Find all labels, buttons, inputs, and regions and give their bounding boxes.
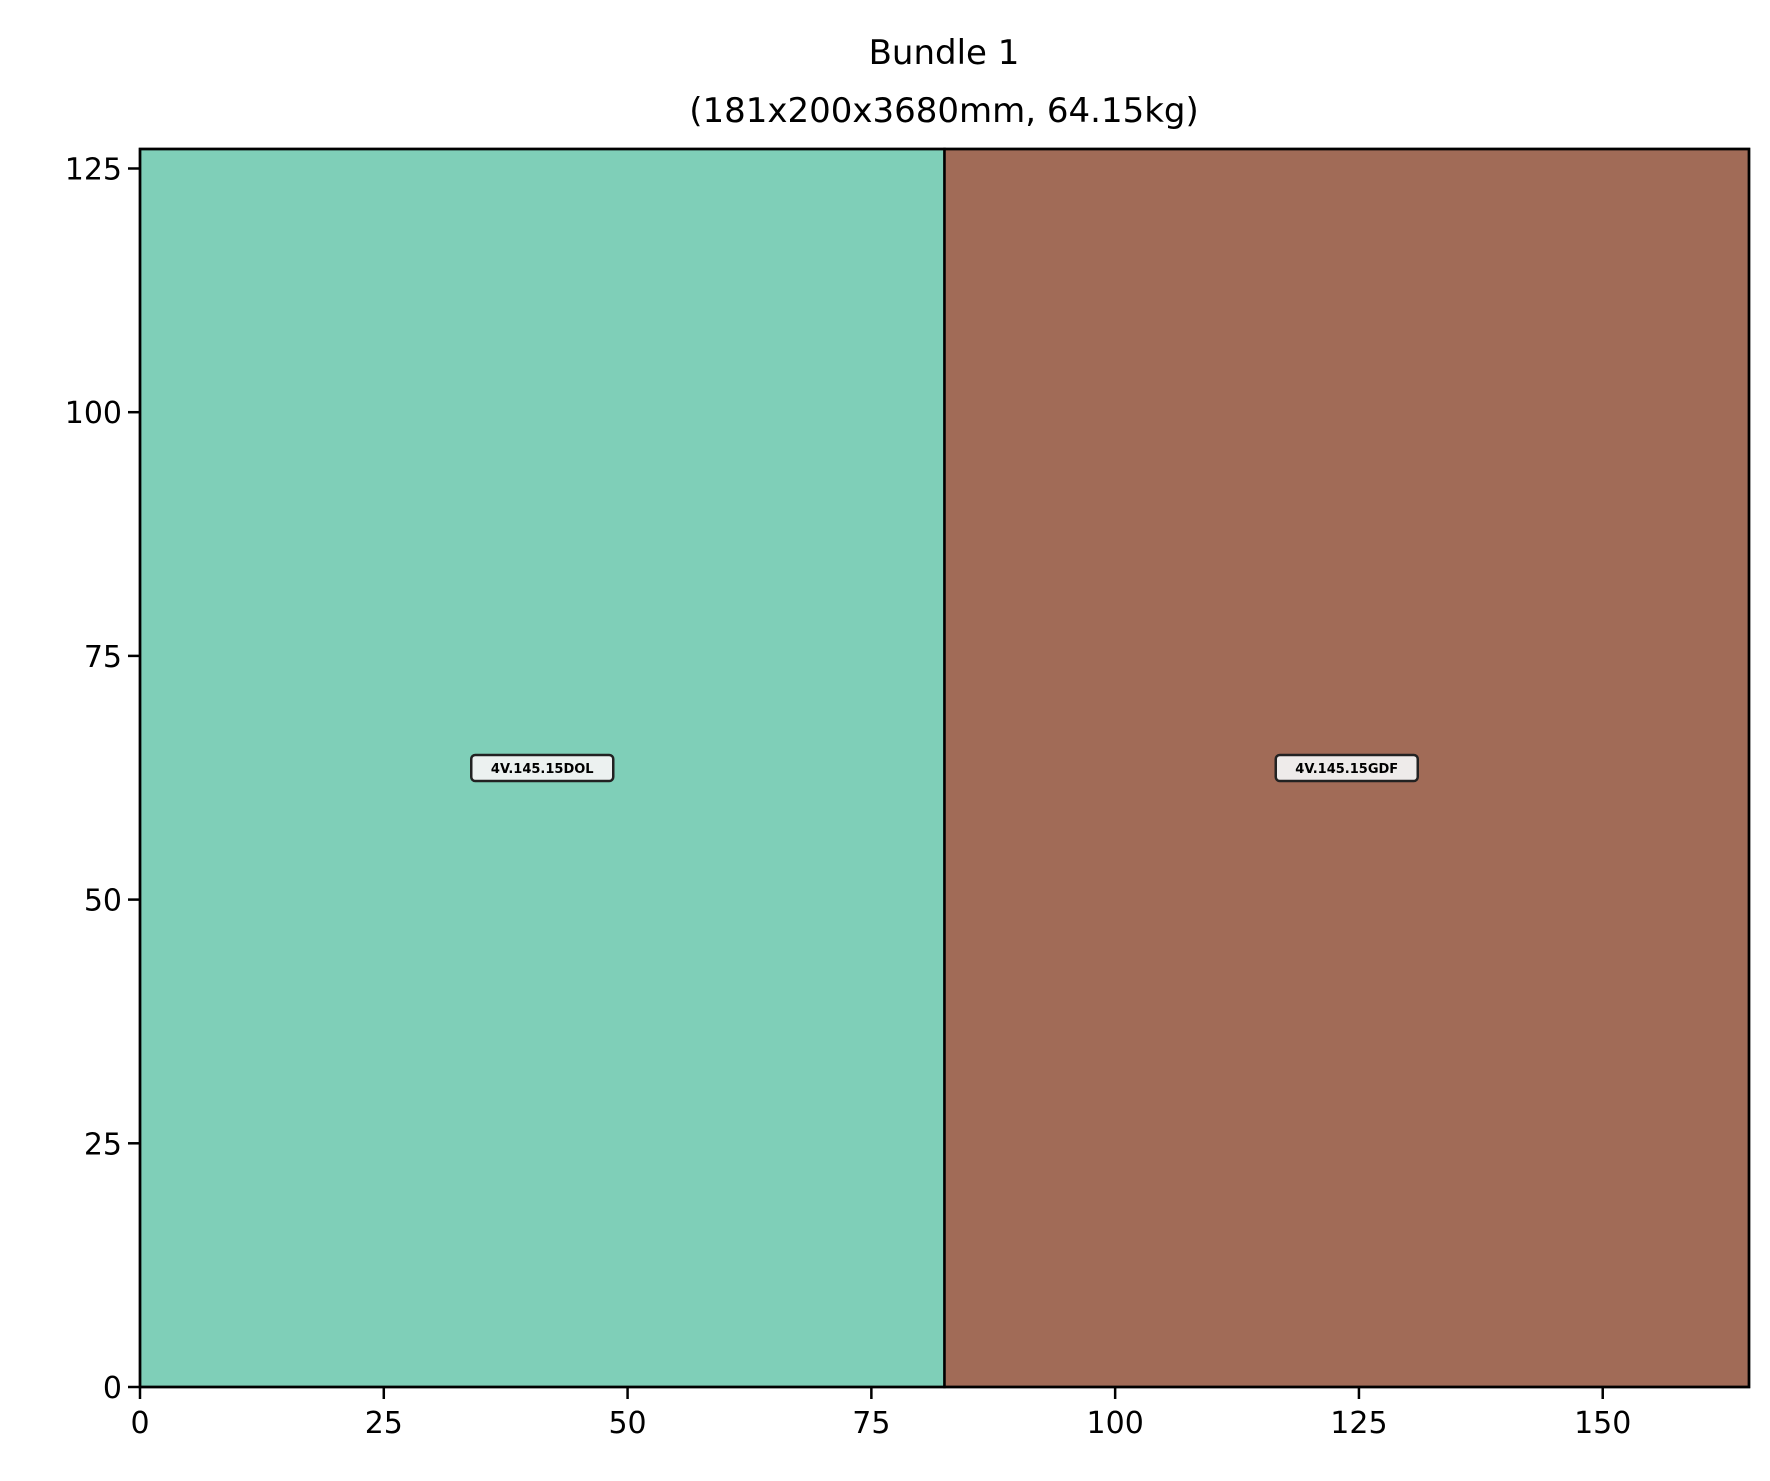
y-tick-label: 25 (84, 1127, 122, 1162)
x-tick-label: 25 (365, 1406, 403, 1441)
y-tick-label: 125 (65, 152, 122, 187)
y-tick-label: 100 (65, 396, 122, 431)
item-label-text: 4V.145.15DOL (491, 762, 594, 777)
y-axis: 0 25 50 75 100 125 (65, 152, 140, 1406)
item-label: 4V.145.15GDF (1274, 753, 1419, 783)
x-axis: 0 25 50 75 100 125 150 (130, 1387, 1631, 1441)
y-tick-label: 0 (103, 1371, 122, 1406)
plot-frame (138, 147, 1751, 1389)
y-tick-label: 50 (84, 884, 122, 919)
item-label: 4V.145.15DOL (470, 753, 615, 783)
x-tick-label: 125 (1330, 1406, 1387, 1441)
item-label-text: 4V.145.15GDF (1295, 762, 1398, 777)
chart-title-line2: (181x200x3680mm, 64.15kg) (689, 91, 1199, 131)
item-label-box (1274, 753, 1419, 783)
y-tick-label: 75 (84, 640, 122, 675)
packed-items (138, 147, 1751, 1389)
chart-title: Bundle 1 (181x200x3680mm, 64.15kg) (689, 33, 1199, 131)
item-label-box (470, 753, 615, 783)
chart-title-line1: Bundle 1 (869, 33, 1020, 73)
x-tick-label: 50 (608, 1406, 646, 1441)
x-tick-label: 0 (130, 1406, 149, 1441)
x-tick-label: 100 (1087, 1406, 1144, 1441)
x-tick-label: 150 (1574, 1406, 1631, 1441)
x-tick-label: 75 (852, 1406, 890, 1441)
item-labels: 4V.145.15DOL 4V.145.15GDF (470, 753, 1419, 783)
